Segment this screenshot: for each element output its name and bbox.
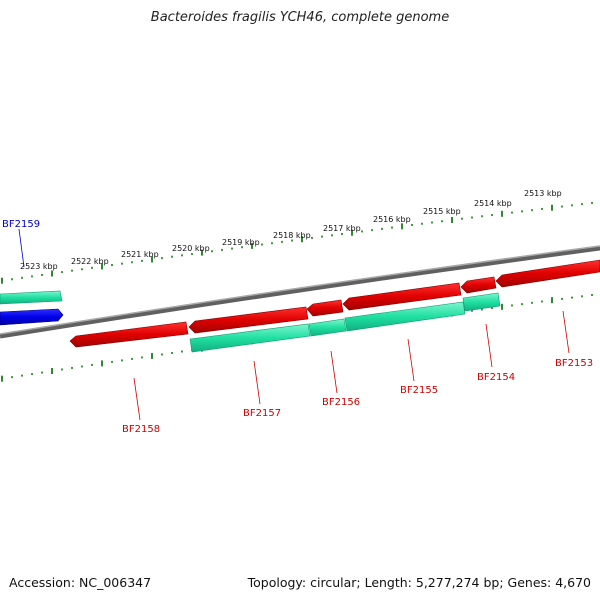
- gene-bf2157-feature[interactable]: [188, 306, 309, 334]
- cds-track-reverse: [69, 259, 600, 348]
- gene-label-bf2157[interactable]: BF2157: [243, 408, 281, 419]
- gene-bf2155-feature[interactable]: [342, 282, 462, 311]
- orf-feature: [189, 323, 311, 353]
- kbp-label: 2515 kbp: [423, 207, 461, 216]
- accession-text: Accession: NC_006347: [9, 575, 152, 590]
- kbp-label: 2519 kbp: [222, 238, 260, 247]
- gene-label-bf2156[interactable]: BF2156: [322, 397, 360, 408]
- orf-feature: [462, 292, 501, 312]
- genome-summary-text: Topology: circular; Length: 5,277,274 bp…: [247, 575, 591, 590]
- orf-track-outer: [0, 290, 63, 305]
- kbp-label: 2516 kbp: [373, 215, 411, 224]
- gene-bf2158-feature[interactable]: [69, 321, 189, 348]
- kbp-label: 2517 kbp: [323, 224, 361, 233]
- kbp-label: 2520 kbp: [172, 244, 210, 253]
- kbp-label: 2514 kbp: [474, 199, 512, 208]
- genome-backbone: [0, 245, 600, 339]
- orf-track-inner: [189, 292, 501, 353]
- outer-scale-ruler: [1, 201, 593, 284]
- gene-bf2154-feature[interactable]: [460, 276, 497, 294]
- map-title: Bacteroides fragilis YCH46, complete gen…: [150, 10, 450, 25]
- scale-labels: 2523 kbp 2522 kbp 2521 kbp 2520 kbp 2519…: [20, 189, 562, 271]
- orf-feature: [344, 301, 466, 332]
- gene-bf2156-feature[interactable]: [306, 299, 344, 317]
- gene-bf2159-feature[interactable]: [0, 308, 64, 326]
- kbp-label: 2521 kbp: [121, 250, 159, 259]
- gene-label-bf2158[interactable]: BF2158: [122, 424, 160, 435]
- kbp-label: 2513 kbp: [524, 189, 562, 198]
- gene-label-bf2159[interactable]: BF2159: [2, 219, 40, 230]
- gene-label-bf2153[interactable]: BF2153: [555, 358, 593, 369]
- gene-label-bf2155[interactable]: BF2155: [400, 385, 438, 396]
- kbp-label: 2518 kbp: [273, 231, 311, 240]
- orf-feature: [0, 290, 63, 305]
- orf-feature: [308, 318, 347, 337]
- kbp-label: 2522 kbp: [71, 257, 109, 266]
- gene-labels: BF2159 BF2158 BF2157 BF2156 BF2155 BF215…: [2, 219, 593, 435]
- gene-label-bf2154[interactable]: BF2154: [477, 372, 515, 383]
- label-leader-lines: [18, 228, 570, 421]
- kbp-label: 2523 kbp: [20, 262, 58, 271]
- gene-bf2153-feature[interactable]: [495, 259, 600, 288]
